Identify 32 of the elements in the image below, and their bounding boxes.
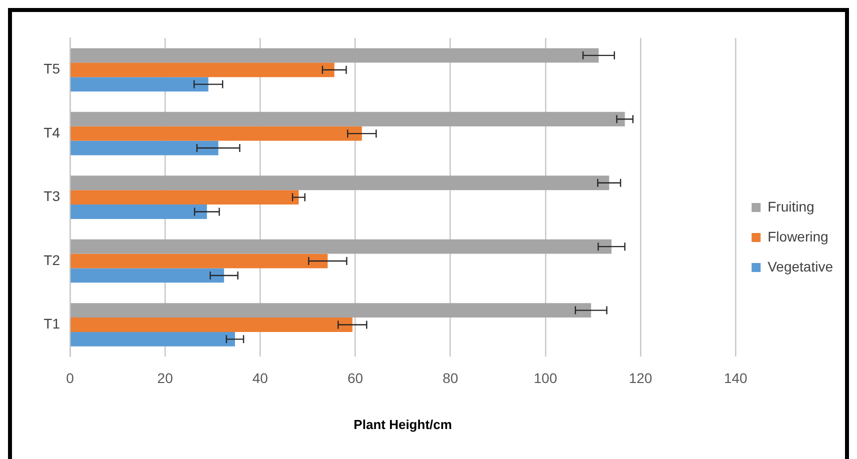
x-tick-label: 120 bbox=[628, 370, 652, 386]
bar bbox=[70, 239, 612, 254]
x-tick-label: 60 bbox=[347, 370, 364, 386]
y-tick-label: T4 bbox=[44, 124, 60, 140]
legend-label: Vegetative bbox=[768, 258, 834, 274]
y-tick-label: T3 bbox=[44, 188, 60, 204]
legend-label: Fruiting bbox=[768, 198, 814, 214]
bar bbox=[70, 303, 592, 318]
bar bbox=[70, 268, 224, 283]
bar bbox=[70, 190, 299, 205]
bar bbox=[70, 318, 352, 332]
x-tick-label: 80 bbox=[442, 370, 458, 386]
x-tick-label: 20 bbox=[157, 370, 174, 386]
y-tick-label: T2 bbox=[44, 252, 60, 268]
y-tick-label: T1 bbox=[44, 316, 60, 332]
bar bbox=[70, 254, 328, 268]
x-axis-title: Plant Height/cm bbox=[354, 416, 452, 432]
bar bbox=[70, 48, 599, 63]
x-tick-label: 0 bbox=[66, 370, 74, 386]
bar bbox=[70, 140, 218, 156]
legend-label: Flowering bbox=[768, 228, 828, 244]
bar bbox=[70, 204, 207, 219]
bar bbox=[70, 176, 610, 190]
y-tick-label: T5 bbox=[44, 60, 60, 77]
bar bbox=[70, 77, 208, 92]
x-tick-label: 100 bbox=[534, 370, 558, 386]
bar bbox=[70, 126, 362, 141]
bar bbox=[70, 332, 235, 346]
x-tick-label: 40 bbox=[252, 370, 268, 386]
bar bbox=[70, 112, 625, 126]
bar bbox=[70, 62, 334, 78]
x-tick-label: 140 bbox=[724, 370, 748, 386]
